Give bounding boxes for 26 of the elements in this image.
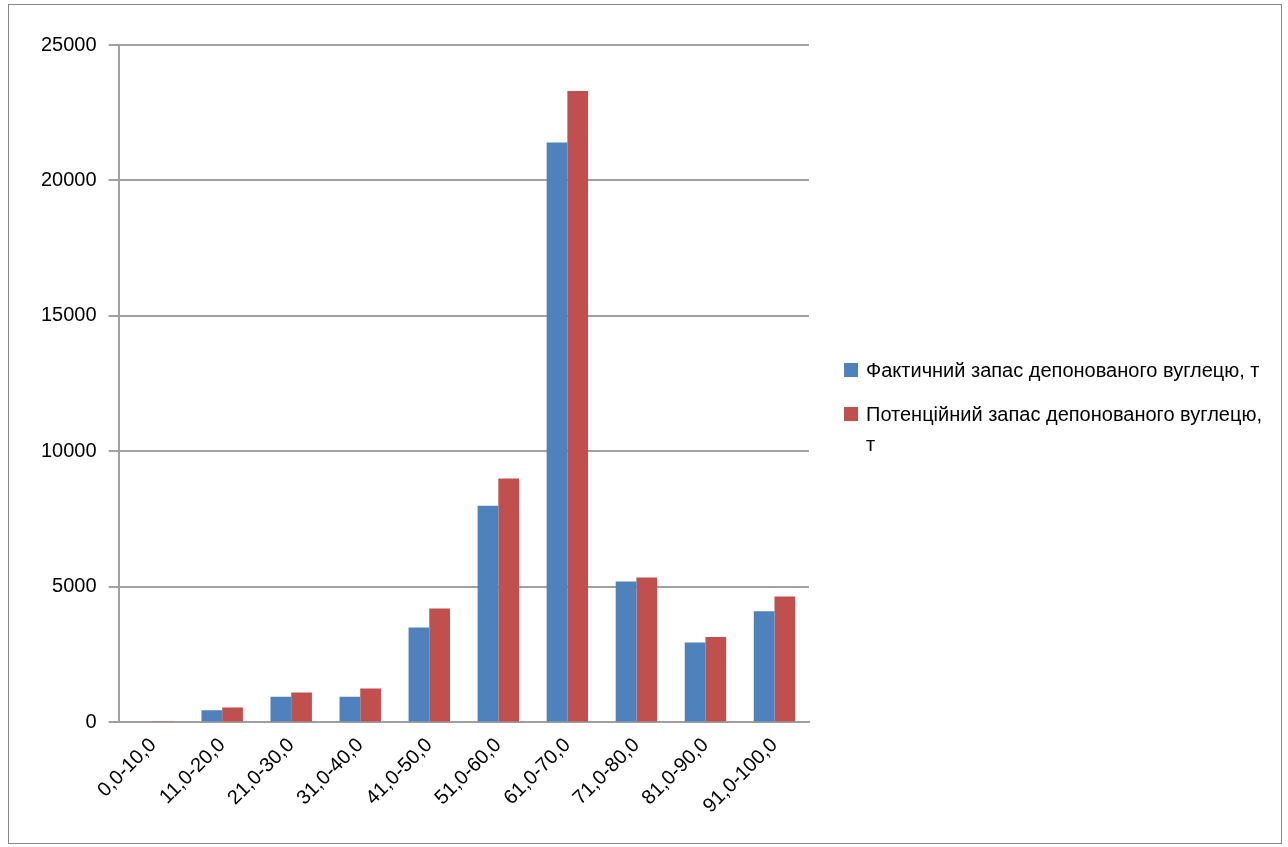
legend-label: Потенційний запас депонованого вуглецю, т [866,402,1263,457]
bar [270,696,292,722]
bar [477,505,499,722]
bar [339,696,361,722]
legend-label: Фактичний запас депонованого вуглецю, т [866,358,1260,383]
y-tick-label: 10000 [40,438,97,461]
bar [774,596,796,722]
bar [546,142,568,722]
bar [360,688,381,722]
y-tick-label: 15000 [40,303,97,326]
bar [753,611,775,722]
bar [222,707,243,722]
bar [684,642,706,722]
y-tick-label: 5000 [52,574,97,597]
bar [705,637,727,722]
bar [408,627,430,722]
y-tick-label: 25000 [40,32,97,55]
bar [201,710,223,722]
y-tick-label: 0 [85,709,97,732]
bar [636,577,658,722]
bar [291,692,312,722]
bar [567,91,589,722]
bar [615,581,637,722]
y-tick-label: 20000 [40,168,97,190]
bar [429,608,450,722]
bar [498,478,520,722]
